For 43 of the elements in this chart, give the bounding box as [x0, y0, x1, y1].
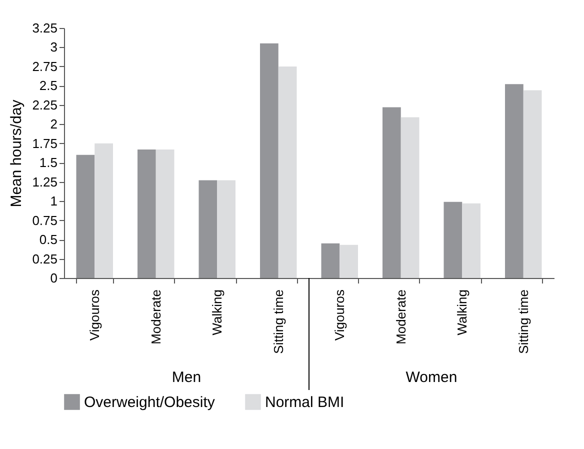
- x-tick-label: Walking: [454, 290, 470, 336]
- legend-label: Normal BMI: [265, 394, 344, 411]
- y-tick-label: 0.75: [32, 212, 58, 228]
- y-tick-label: 2.5: [39, 78, 58, 94]
- legend-label: Overweight/Obesity: [84, 394, 216, 411]
- y-tick-label: 1: [50, 194, 58, 209]
- y-tick-label: 0.25: [32, 251, 58, 266]
- x-tick-label: Moderate: [148, 290, 164, 344]
- bar: [523, 90, 542, 278]
- y-tick-label: 1.75: [32, 136, 58, 151]
- y-axis-title: Mean hours/day: [8, 99, 26, 208]
- bar: [340, 244, 358, 278]
- text: Men: [172, 369, 202, 386]
- bar: [462, 203, 480, 278]
- y-tick-label: 3: [50, 40, 58, 55]
- bar: [444, 202, 462, 278]
- x-tick-label: Sitting time: [516, 290, 531, 354]
- bar: [217, 180, 236, 278]
- bar: [505, 84, 524, 278]
- bar: [400, 117, 420, 278]
- x-tick-label: Vigouros: [87, 289, 102, 341]
- bar: [76, 154, 95, 278]
- y-tick-label: 3.25: [32, 20, 58, 36]
- y-tick-label: 2.25: [32, 97, 58, 112]
- y-tick-label: 1.25: [32, 174, 58, 190]
- y-tick-label: 0: [50, 270, 58, 286]
- x-tick-label: Sitting time: [270, 290, 286, 354]
- y-tick-label: 2: [50, 116, 58, 132]
- bar: [94, 143, 113, 278]
- bar: [382, 107, 401, 278]
- bar: [278, 66, 297, 278]
- bar: [260, 43, 278, 278]
- y-tick-label: 0.5: [39, 232, 58, 248]
- x-tick-label: Moderate: [393, 290, 408, 344]
- bar: [138, 150, 156, 278]
- text: Women: [406, 369, 458, 386]
- bar: [321, 243, 340, 278]
- y-tick-label: 2.75: [32, 58, 58, 74]
- y-tick-label: 1.5: [39, 155, 58, 170]
- x-tick-label: Vigouros: [332, 289, 348, 341]
- x-tick-label: Walking: [210, 290, 225, 336]
- bar: [156, 150, 174, 278]
- bar: [198, 180, 218, 278]
